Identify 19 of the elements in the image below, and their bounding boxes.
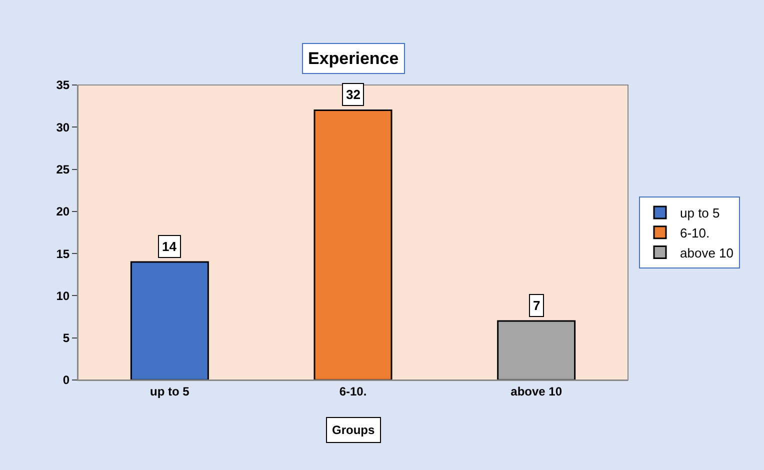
legend-label: 6-10. xyxy=(680,225,710,240)
data-label: 7 xyxy=(533,298,540,313)
x-tick-label: up to 5 xyxy=(150,384,190,398)
y-tick-label: 20 xyxy=(56,204,70,219)
data-label: 14 xyxy=(162,239,178,254)
y-tick-label: 30 xyxy=(56,120,70,134)
data-label: 32 xyxy=(346,87,360,102)
y-tick-label: 0 xyxy=(62,373,70,388)
legend-label: up to 5 xyxy=(680,206,720,221)
chart-title: Experience xyxy=(308,49,399,68)
y-tick-label: 15 xyxy=(56,246,70,261)
x-axis-title: Groups xyxy=(332,423,375,437)
y-tick-label: 5 xyxy=(62,331,70,346)
x-tick-label: 6-10. xyxy=(339,384,367,398)
y-tick-label: 10 xyxy=(56,288,70,303)
legend-label: above 10 xyxy=(680,245,734,260)
x-tick-label: above 10 xyxy=(510,384,562,398)
y-tick-label: 35 xyxy=(56,78,70,92)
y-tick-label: 25 xyxy=(56,162,70,176)
